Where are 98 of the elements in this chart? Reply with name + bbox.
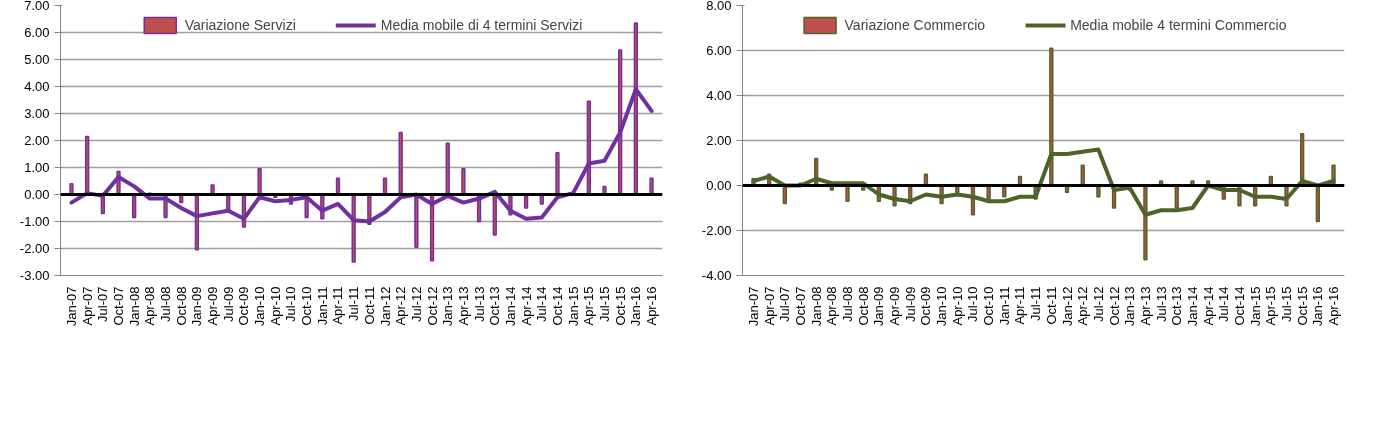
- x-tick-label: Oct-12: [424, 286, 440, 326]
- x-tick-label: Jan-11: [996, 286, 1012, 326]
- x-tick-label: Jul-08: [840, 286, 856, 322]
- x-tick-label: Apr-12: [1075, 286, 1091, 326]
- x-tick-label: Jan-09: [189, 286, 205, 327]
- x-tick-label: Jul-11: [1028, 286, 1044, 321]
- x-tick-label: Jan-07: [63, 286, 79, 327]
- x-tick-label: Jan-13: [1122, 286, 1138, 327]
- x-tick-label: Apr-13: [1137, 286, 1153, 326]
- x-tick-label: Apr-09: [205, 286, 221, 326]
- x-tick-label: Oct-13: [487, 286, 503, 326]
- y-tick-label: 2.00: [706, 133, 732, 148]
- x-tick-label: Oct-08: [855, 286, 871, 326]
- x-tick-label: Jan-10: [934, 286, 950, 327]
- x-tick-label: Oct-12: [1106, 286, 1122, 326]
- x-tick-label: Apr-11: [330, 286, 346, 325]
- y-tick-label: -2.00: [19, 241, 50, 256]
- y-tick-label: -2.00: [701, 223, 732, 238]
- y-tick-label: 8.00: [706, 0, 732, 13]
- x-tick-label: Jul-10: [283, 286, 299, 322]
- x-tick-label: Jan-10: [252, 286, 268, 327]
- x-tick-label: Apr-16: [644, 286, 660, 326]
- x-tick-label: Jul-09: [220, 286, 236, 322]
- legend-label: Variazione Commercio: [844, 17, 986, 33]
- y-tick-label: 2.00: [24, 133, 50, 148]
- x-tick-label: Oct-15: [1294, 286, 1310, 326]
- x-tick-label: Jul-14: [534, 286, 550, 322]
- x-tick-label: Apr-09: [887, 286, 903, 326]
- x-tick-label: Jan-09: [871, 286, 887, 327]
- x-tick-label: Oct-09: [918, 286, 934, 326]
- x-tick-label: Oct-11: [361, 286, 377, 325]
- x-tick-label: Apr-14: [1200, 286, 1216, 326]
- y-tick-label: 6.00: [706, 43, 732, 58]
- x-tick-label: Oct-10: [981, 286, 997, 326]
- x-tick-label: Oct-14: [1231, 286, 1247, 326]
- y-tick-label: -3.00: [19, 268, 50, 283]
- x-tick-label: Apr-16: [1326, 286, 1342, 326]
- x-tick-label: Oct-13: [1169, 286, 1185, 326]
- x-tick-label: Jan-16: [628, 286, 644, 327]
- y-tick-label: 4.00: [706, 88, 732, 103]
- x-tick-label: Apr-08: [142, 286, 158, 326]
- x-tick-label: Jan-12: [377, 286, 393, 327]
- x-tick-label: Apr-13: [455, 286, 471, 326]
- x-tick-label: Jan-15: [565, 286, 581, 327]
- x-tick-label: Jan-14: [1184, 286, 1200, 327]
- x-tick-label: Apr-08: [824, 286, 840, 326]
- x-tick-label: Apr-12: [393, 286, 409, 326]
- x-tick-label: Jul-07: [95, 286, 111, 322]
- y-tick-label: 3.00: [24, 106, 50, 121]
- x-tick-label: Jul-07: [777, 286, 793, 322]
- y-tick-label: 5.00: [24, 52, 50, 67]
- x-tick-label: Apr-11: [1012, 286, 1028, 325]
- y-tick-label: 6.00: [24, 25, 50, 40]
- y-tick-label: 0.00: [24, 187, 50, 202]
- y-tick-label: 7.00: [24, 0, 50, 13]
- x-tick-label: Apr-15: [581, 286, 597, 326]
- x-tick-label: Apr-15: [1263, 286, 1279, 326]
- x-tick-label: Jul-08: [158, 286, 174, 322]
- x-tick-label: Oct-07: [111, 286, 127, 326]
- y-tick-label: 4.00: [24, 79, 50, 94]
- x-tick-label: Oct-15: [612, 286, 628, 326]
- y-tick-label: 0.00: [706, 178, 732, 193]
- x-tick-label: Jul-12: [1090, 286, 1106, 322]
- x-tick-label: Apr-07: [761, 286, 777, 326]
- x-tick-label: Jul-13: [1153, 286, 1169, 322]
- x-tick-label: Jan-11: [314, 286, 330, 326]
- x-tick-label: Oct-08: [173, 286, 189, 326]
- y-tick-label: -4.00: [701, 268, 732, 283]
- x-tick-label: Oct-07: [793, 286, 809, 326]
- y-tick-label: -1.00: [19, 214, 50, 229]
- x-tick-label: Jul-10: [965, 286, 981, 322]
- x-tick-label: Jan-07: [745, 286, 761, 327]
- legend-label: Media mobile di 4 termini Servizi: [380, 17, 583, 33]
- x-tick-label: Jan-08: [126, 286, 142, 327]
- legend-label: Media mobile 4 termini Commercio: [1070, 17, 1287, 33]
- x-tick-label: Oct-11: [1043, 286, 1059, 325]
- x-tick-label: Jul-13: [471, 286, 487, 322]
- x-tick-label: Apr-07: [79, 286, 95, 326]
- x-tick-label: Jan-08: [808, 286, 824, 327]
- x-tick-label: Oct-10: [299, 286, 315, 326]
- x-tick-label: Apr-10: [267, 286, 283, 326]
- legend-label: Variazione Servizi: [184, 17, 296, 33]
- x-tick-label: Oct-14: [549, 286, 565, 326]
- x-tick-label: Jul-12: [408, 286, 424, 322]
- x-tick-label: Jul-15: [596, 286, 612, 322]
- x-tick-label: Apr-10: [949, 286, 965, 326]
- x-tick-label: Jan-15: [1247, 286, 1263, 327]
- x-tick-label: Jan-12: [1059, 286, 1075, 327]
- x-tick-label: Jul-11: [346, 286, 362, 321]
- x-tick-label: Jan-13: [440, 286, 456, 327]
- x-tick-label: Jan-16: [1310, 286, 1326, 327]
- x-tick-label: Jul-14: [1216, 286, 1232, 322]
- x-tick-label: Jan-14: [502, 286, 518, 327]
- x-tick-label: Apr-14: [518, 286, 534, 326]
- x-tick-label: Jul-15: [1278, 286, 1294, 322]
- y-tick-label: 1.00: [24, 160, 50, 175]
- x-tick-label: Oct-09: [236, 286, 252, 326]
- x-tick-label: Jul-09: [902, 286, 918, 322]
